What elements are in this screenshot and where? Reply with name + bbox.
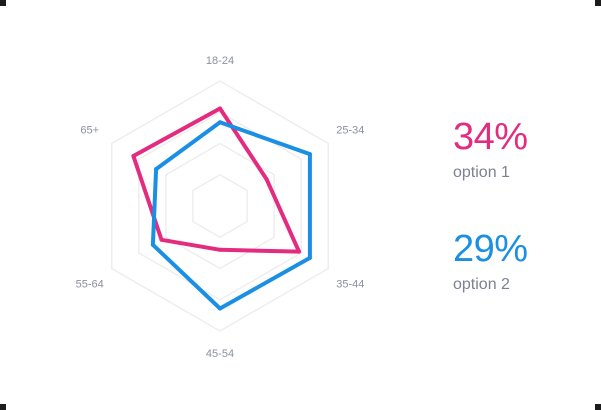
legend-item-option-1: 34% option 1 xyxy=(453,117,528,183)
grid-ring-2 xyxy=(165,142,275,270)
axis-label-18-24: 18-24 xyxy=(206,55,234,67)
legend-value-option-1: 34% xyxy=(453,116,528,158)
series-2-point-25-34 xyxy=(307,152,312,157)
corner-mark-bottom-left xyxy=(0,404,6,410)
corner-mark-bottom-right xyxy=(595,404,601,410)
axis-label-65+: 65+ xyxy=(80,124,99,136)
axis-label-55-64: 55-64 xyxy=(76,278,104,290)
axis-label-45-54: 45-54 xyxy=(206,348,234,360)
corner-mark-top-right xyxy=(595,0,601,6)
series-1-point-55-64 xyxy=(159,237,164,242)
series-2-point-55-64 xyxy=(150,242,155,247)
series-1-point-18-24 xyxy=(218,106,222,111)
series-1-point-35-44 xyxy=(297,249,301,254)
corner-mark-top-left xyxy=(0,0,6,6)
grid-ring-3 xyxy=(138,111,302,301)
series-2-point-35-44 xyxy=(307,255,312,260)
series-2-point-45-54 xyxy=(218,306,222,311)
radar-series xyxy=(131,106,312,311)
axis-label-35-44: 35-44 xyxy=(336,278,364,290)
grid-ring-4 xyxy=(110,80,330,332)
series-2-point-65+ xyxy=(154,167,159,172)
legend-value-option-2: 29% xyxy=(453,228,528,270)
grid-ring-1 xyxy=(192,173,248,239)
radar-grid xyxy=(110,80,330,332)
legend-item-option-2: 29% option 2 xyxy=(453,229,528,295)
series-1-point-65+ xyxy=(131,154,136,158)
series-1-point-25-34 xyxy=(264,177,269,182)
series-2-point-18-24 xyxy=(218,120,222,125)
series-1-point-45-54 xyxy=(218,247,222,252)
axis-label-25-34: 25-34 xyxy=(336,124,364,136)
legend-name-option-1: option 1 xyxy=(453,164,510,181)
radar-axis-labels: 18-24 25-34 35-44 45-54 55-64 65+ xyxy=(76,55,365,360)
legend-name-option-2: option 2 xyxy=(453,276,510,293)
